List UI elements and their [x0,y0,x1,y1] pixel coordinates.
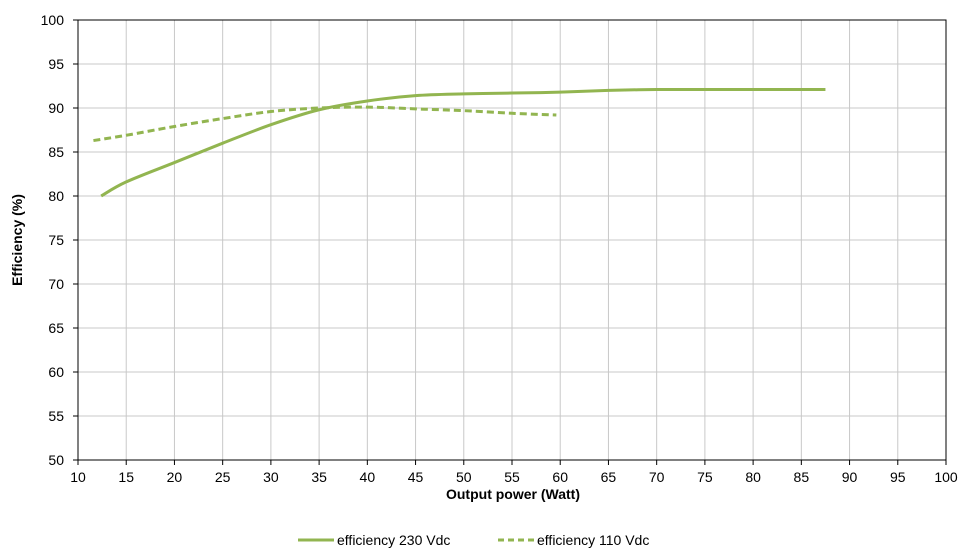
axes [73,20,946,465]
x-tick-label: 40 [360,469,376,485]
x-tick-label: 100 [934,469,958,485]
y-tick-label: 60 [48,364,64,380]
x-tick-label: 35 [311,469,327,485]
x-tick-label: 45 [408,469,424,485]
x-tick-label: 65 [601,469,617,485]
x-axis-title: Output power (Watt) [446,486,580,502]
series-line-efficiency-110 [93,107,556,140]
x-tick-label: 80 [745,469,761,485]
legend-label-efficiency-230: efficiency 230 Vdc [337,532,450,548]
y-tick-label: 70 [48,276,64,292]
y-tick-label: 65 [48,320,64,336]
y-tick-label: 80 [48,188,64,204]
series [93,89,825,196]
x-tick-label: 30 [263,469,279,485]
y-axis-title: Efficiency (%) [9,194,25,286]
x-tick-label: 20 [167,469,183,485]
x-tick-label: 60 [552,469,568,485]
x-tick-label: 55 [504,469,520,485]
x-tick-label: 15 [118,469,134,485]
legend: efficiency 230 Vdc efficiency 110 Vdc [298,532,649,548]
x-tick-label: 50 [456,469,472,485]
y-tick-label: 90 [48,100,64,116]
x-tick-label: 25 [215,469,231,485]
x-tick-label: 70 [649,469,665,485]
x-tick-label: 75 [697,469,713,485]
tick-labels: 10 15 20 25 30 35 40 45 50 55 60 65 70 75 80 85 90 95 100 5… [41,12,958,485]
y-tick-label: 85 [48,144,64,160]
x-tick-label: 10 [70,469,86,485]
y-tick-label: 100 [41,12,65,28]
grid [78,20,946,460]
y-tick-label: 50 [48,452,64,468]
x-tick-label: 90 [842,469,858,485]
x-tick-label: 85 [794,469,810,485]
x-tick-label: 95 [890,469,906,485]
y-tick-label: 55 [48,408,64,424]
legend-label-efficiency-110: efficiency 110 Vdc [537,532,649,548]
y-tick-label: 75 [48,232,64,248]
y-tick-label: 95 [48,56,64,72]
